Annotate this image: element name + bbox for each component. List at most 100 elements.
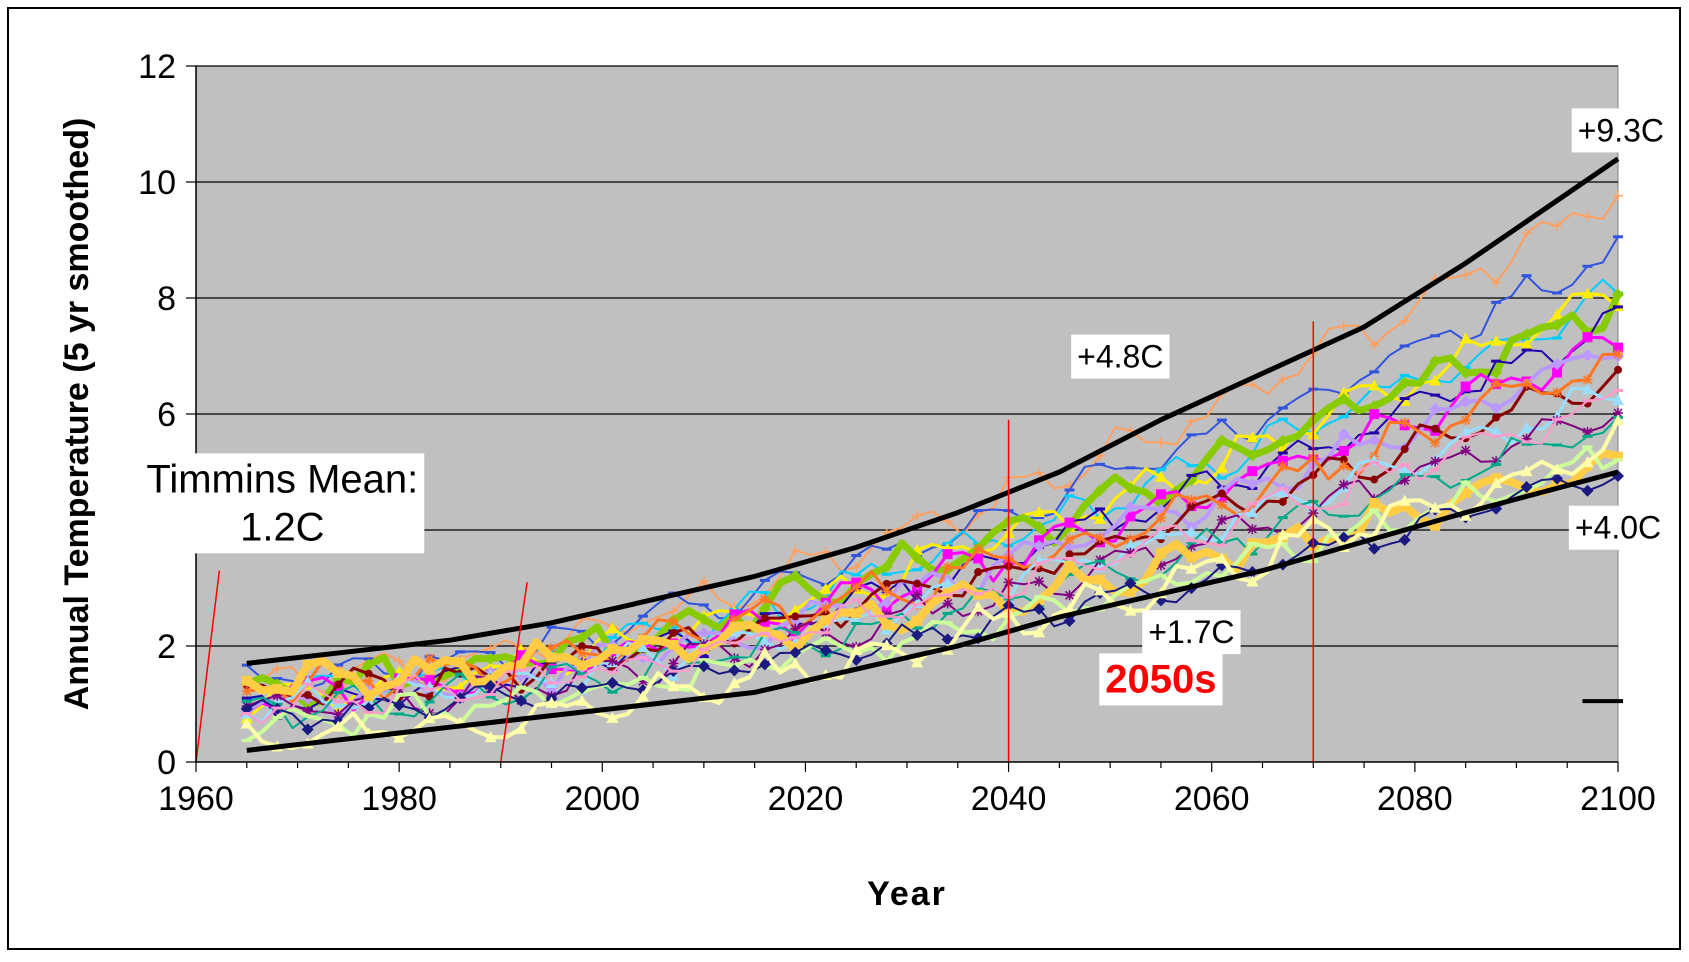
ensemble-point — [333, 667, 344, 678]
ensemble-point — [1613, 451, 1623, 462]
ensemble-point — [668, 639, 679, 650]
ensemble-point — [241, 700, 252, 704]
ensemble-line — [245, 444, 1619, 743]
ensemble-point — [240, 702, 253, 715]
ensemble-point — [1551, 308, 1564, 320]
ensemble-point — [973, 553, 984, 564]
ensemble-point — [759, 578, 770, 582]
ensemble-point — [1064, 494, 1075, 498]
ensemble-point — [1581, 484, 1594, 497]
ensemble-point — [1064, 573, 1075, 577]
ensemble-point — [728, 664, 741, 677]
ensemble-point — [1613, 190, 1623, 201]
ensemble-line — [246, 386, 1619, 724]
ensemble-point — [1552, 221, 1563, 232]
ensemble-point — [1034, 576, 1045, 587]
ensemble-point — [1094, 532, 1105, 543]
ensemble-point — [333, 709, 344, 720]
ensemble-point — [576, 675, 587, 679]
ensemble-point — [790, 623, 801, 634]
ensemble-point — [394, 686, 405, 690]
ensemble-point — [606, 622, 619, 634]
ensemble-point — [423, 712, 436, 724]
ensemble-point — [1521, 378, 1532, 389]
ensemble-point — [546, 652, 557, 663]
ensemble-point — [974, 568, 983, 577]
ensemble-point — [1063, 602, 1076, 614]
ensemble-point — [851, 554, 862, 558]
ensemble-point — [485, 651, 496, 655]
ensemble-point — [1399, 315, 1410, 326]
ensemble-point — [1124, 482, 1137, 495]
ensemble-point — [1490, 366, 1503, 379]
ensemble-point — [424, 700, 435, 704]
ensemble-point — [1125, 554, 1136, 558]
ensemble-point — [912, 510, 923, 521]
ensemble-point — [1398, 494, 1411, 506]
ensemble-point — [1490, 425, 1503, 437]
annotation-box: +1.7C — [1142, 610, 1241, 655]
ensemble-point — [636, 641, 649, 653]
ensemble-point — [546, 681, 557, 685]
ensemble-point — [1034, 561, 1045, 565]
ensemble-point — [911, 551, 924, 564]
ensemble-point — [1430, 475, 1441, 479]
x-tick-label: 2040 — [971, 780, 1047, 818]
ensemble-point — [1276, 434, 1289, 447]
ensemble-point — [394, 678, 405, 689]
ensemble-point — [424, 664, 435, 675]
ensemble-point — [1552, 417, 1563, 421]
ensemble-point — [1612, 414, 1624, 426]
ensemble-line — [246, 412, 1619, 716]
ensemble-point — [973, 629, 984, 633]
ensemble-point — [758, 636, 771, 648]
ensemble-point — [1430, 393, 1441, 397]
ensemble-point — [333, 663, 344, 667]
ensemble-point — [1278, 497, 1287, 506]
ensemble-point — [1034, 595, 1045, 599]
ensemble-point — [1399, 473, 1410, 477]
ensemble-point — [1430, 456, 1441, 467]
ensemble-point — [1034, 516, 1045, 520]
ensemble-point — [1491, 300, 1502, 304]
ensemble-point — [1186, 541, 1197, 552]
ensemble-point — [637, 614, 648, 618]
ensemble-point — [1064, 488, 1075, 492]
ensemble-point — [881, 619, 892, 630]
x-tick-label: 1960 — [158, 780, 234, 818]
ensemble-point — [363, 691, 374, 702]
ensemble-point — [241, 675, 252, 686]
ensemble-point — [1459, 426, 1472, 438]
ensemble-point — [1398, 376, 1411, 389]
ensemble-point — [1552, 291, 1563, 295]
ensemble-line — [245, 293, 1622, 708]
ensemble-point — [455, 650, 466, 654]
annotation-text: +9.3C — [1578, 112, 1664, 148]
ensemble-point — [820, 636, 831, 640]
ensemble-point — [973, 587, 984, 591]
ensemble-point — [880, 596, 893, 609]
ensemble-point — [1460, 445, 1471, 456]
ensemble-point — [607, 635, 618, 639]
ensemble-point — [301, 723, 314, 736]
ensemble-point — [455, 698, 466, 702]
ensemble-point — [1093, 512, 1106, 524]
ensemble-point — [759, 612, 770, 616]
ensemble-point — [1277, 455, 1288, 466]
ensemble-line — [244, 448, 1619, 701]
ensemble-point — [912, 626, 923, 630]
ensemble-point — [1491, 359, 1502, 363]
ensemble-point — [1368, 434, 1381, 447]
ensemble-point — [484, 652, 497, 665]
ensemble-point — [1186, 494, 1197, 505]
ensemble-point — [1582, 264, 1593, 268]
ensemble-point — [1431, 424, 1440, 433]
ensemble-point — [241, 696, 252, 700]
ensemble-point — [1521, 348, 1532, 352]
envelope-upper-line — [246, 156, 1620, 666]
ensemble-point — [1185, 562, 1198, 574]
ensemble-point — [272, 690, 283, 701]
ensemble-point — [1124, 500, 1137, 513]
ensemble-point — [485, 692, 496, 696]
ensemble-point — [1338, 502, 1349, 506]
